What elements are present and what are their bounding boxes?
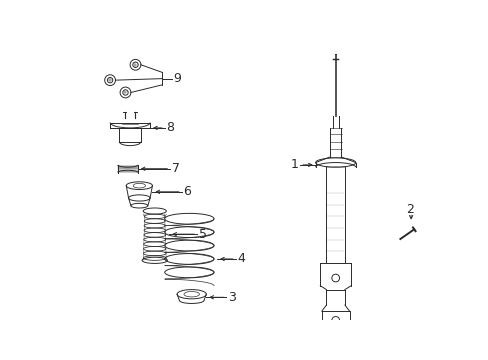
Text: 5: 5 — [198, 228, 206, 240]
Text: 1: 1 — [290, 158, 298, 171]
Text: 4: 4 — [237, 252, 244, 265]
Text: 7: 7 — [171, 162, 179, 175]
Text: 2: 2 — [406, 203, 413, 216]
Text: 8: 8 — [166, 121, 174, 134]
Text: 6: 6 — [183, 185, 191, 198]
Text: 9: 9 — [173, 72, 181, 85]
Text: 3: 3 — [227, 291, 235, 304]
